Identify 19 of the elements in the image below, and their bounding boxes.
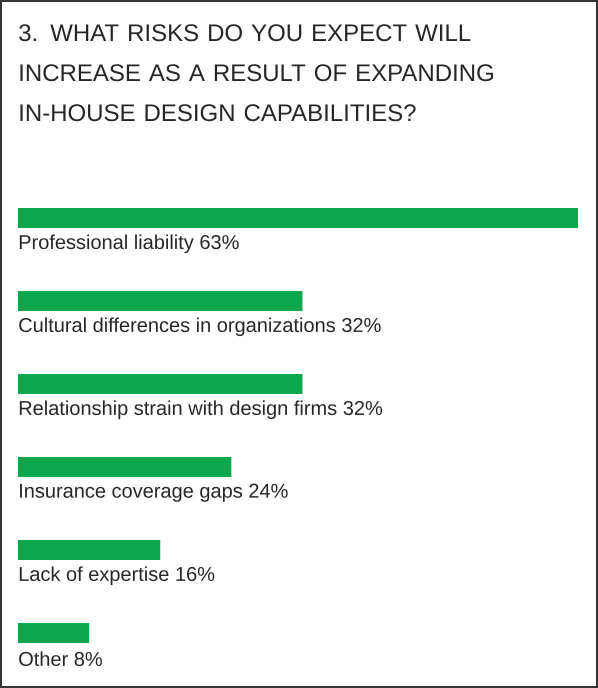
- data-label: 16%: [176, 566, 214, 582]
- bar: [18, 374, 302, 394]
- bar: [18, 208, 578, 228]
- bar: [18, 540, 160, 560]
- y-tick-label: Relationship strain with design firms: [20, 400, 336, 420]
- y-tick-label: Insurance coverage gaps: [20, 484, 242, 502]
- chart-title: 3. WHAT RISKS DO YOU EXPECT WILL INCREASE AS A RESULT OF EXPANDING IN-HOUSE DESIGN CAPABILITIES?: [19, 24, 493, 122]
- bar: [18, 622, 90, 643]
- y-tick-label: Professional liability: [20, 234, 194, 254]
- data-label: 32%: [342, 318, 381, 332]
- data-label: 32%: [344, 400, 382, 416]
- data-label: 24%: [249, 484, 288, 498]
- y-tick-label: Lack of expertise: [20, 566, 168, 586]
- bar: [18, 291, 302, 312]
- y-tick-label: Other: [19, 651, 68, 666]
- y-tick-label: Cultural differences in organizations: [19, 317, 335, 336]
- bar: [18, 457, 232, 478]
- data-label: 8%: [74, 652, 102, 666]
- data-label: 63%: [200, 234, 239, 250]
